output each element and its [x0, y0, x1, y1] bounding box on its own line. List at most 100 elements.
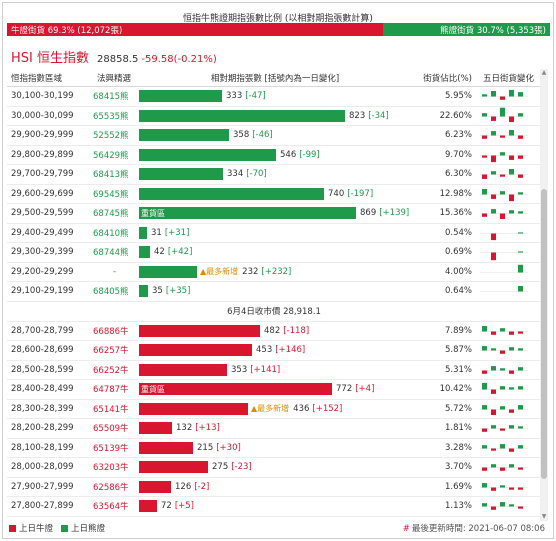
trend-bar: [482, 346, 487, 351]
table-row[interactable]: 29,200-29,299- ▲最多新增 232 [+232] 4.00%: [7, 263, 541, 282]
row-code-link[interactable]: 66257牛: [93, 346, 129, 357]
quantity-value: 275 [-23]: [212, 462, 252, 472]
table-row[interactable]: 29,300-29,399 68744熊 42 [+42] 0.69%: [7, 243, 541, 263]
row-code-link[interactable]: 69545熊: [93, 189, 129, 200]
row-range: 28,300-28,399: [11, 403, 74, 414]
close-price-separator: 6月4日收市價 28,918.1: [7, 302, 541, 322]
row-code-link[interactable]: 68413熊: [93, 170, 129, 181]
scroll-up-icon[interactable]: ▲: [541, 69, 547, 76]
trend-bar: [482, 444, 487, 448]
quantity-delta: [-118]: [283, 325, 310, 336]
row-range: 30,000-30,099: [11, 110, 74, 121]
five-day-trend: [476, 400, 541, 419]
quantity-bar: [139, 344, 252, 357]
trend-bar: [500, 367, 505, 370]
row-percent: 15.36%: [439, 208, 472, 219]
trend-bar: [509, 169, 514, 175]
distribution-table[interactable]: 恒指指數區域 法興精選 相對期指張數 [括號內為一日變化] 街貨佔比(%) 五日…: [7, 69, 550, 521]
table-row[interactable]: 30,000-30,099 65535熊 823 [-34] 22.60%: [7, 107, 541, 126]
vertical-scrollbar[interactable]: ▲ ▼: [540, 69, 548, 521]
row-range: 28,000-28,099: [11, 462, 74, 473]
quantity-number: 275: [212, 462, 229, 473]
table-row[interactable]: 28,500-28,599 66252牛 353 [+141] 5.31%: [7, 361, 541, 380]
quantity-delta: [-46]: [252, 130, 273, 141]
five-day-trend: [476, 126, 541, 145]
row-code-link[interactable]: 68745熊: [93, 209, 129, 220]
trend-bar: [482, 213, 487, 217]
table-row[interactable]: 28,400-28,499 64787牛 重貨區 772 [+4] 10.42%: [7, 380, 541, 400]
row-code-link[interactable]: 68405熊: [93, 287, 129, 298]
trend-bar: [518, 191, 523, 194]
trend-bar: [491, 487, 496, 491]
table-row[interactable]: 27,900-27,999 62586牛 126 [-2] 1.69%: [7, 478, 541, 497]
header-bar: 相對期指張數 [括號內為一日變化]: [210, 73, 340, 84]
quantity-bar: [139, 402, 248, 415]
table-row[interactable]: 29,100-29,199 68405熊 35 [+35] 0.64%: [7, 282, 541, 302]
table-row[interactable]: 28,200-28,299 65509牛 132 [+13] 1.81%: [7, 419, 541, 439]
row-code-link[interactable]: 65139牛: [93, 443, 129, 454]
row-percent: 22.60%: [439, 110, 472, 121]
row-bar-cell: 333 [-47]: [139, 87, 411, 106]
row-code-link[interactable]: 52552熊: [93, 131, 129, 142]
row-code-link[interactable]: 62586牛: [93, 482, 129, 493]
quantity-number: 353: [231, 364, 248, 375]
row-code-link[interactable]: 66886牛: [93, 326, 129, 337]
quantity-bar: [139, 226, 147, 239]
scroll-thumb[interactable]: [541, 189, 547, 479]
trend-sparkline: [480, 382, 528, 394]
trend-sparkline: [480, 130, 528, 139]
row-code-link[interactable]: 68415熊: [93, 92, 129, 103]
quantity-delta: [-23]: [231, 462, 252, 473]
row-code-link[interactable]: 63203牛: [93, 463, 129, 474]
trend-sparkline: [480, 251, 528, 261]
row-percent: 6.23%: [444, 130, 472, 141]
trend-bar: [482, 94, 487, 97]
row-code-link[interactable]: 63564牛: [93, 502, 129, 513]
table-row[interactable]: 29,800-29,899 56429熊 546 [-99] 9.70%: [7, 146, 541, 165]
most-new-label: 最多新增: [257, 404, 290, 414]
quantity-number: 31: [151, 227, 162, 238]
quantity-bar: [139, 461, 208, 474]
table-row[interactable]: 30,100-30,199 68415熊 333 [-47] 5.95%: [7, 87, 541, 107]
table-row[interactable]: 29,400-29,499 68410熊 31 [+31] 0.54%: [7, 224, 541, 243]
row-code-link[interactable]: 68410熊: [93, 228, 129, 239]
quantity-delta: [+13]: [195, 423, 220, 434]
five-day-trend: [476, 497, 541, 516]
row-code-link[interactable]: 64787牛: [93, 385, 129, 396]
scroll-down-icon[interactable]: ▼: [541, 513, 547, 520]
row-code-link[interactable]: 65141牛: [93, 404, 129, 415]
trend-sparkline: [480, 107, 528, 122]
row-percent: 0.64%: [444, 286, 472, 297]
table-row[interactable]: 28,000-28,099 63203牛 275 [-23] 3.70%: [7, 458, 541, 478]
table-row[interactable]: 29,500-29,599 68745熊 重貨區 869 [+139] 15.36%: [7, 204, 541, 224]
trend-bar: [491, 365, 496, 370]
table-row[interactable]: 28,700-28,799 66886牛 482 [-118] 7.89%: [7, 322, 541, 341]
row-code-link[interactable]: 65535熊: [93, 111, 129, 122]
row-code-link[interactable]: 68744熊: [93, 248, 129, 259]
trend-bar: [509, 409, 514, 413]
trend-sparkline: [480, 404, 528, 415]
row-bar-cell: 72 [+5]: [139, 497, 411, 516]
row-code-link[interactable]: 66252牛: [93, 365, 129, 376]
most-new-label: 最多新增: [206, 267, 239, 277]
trend-bar: [518, 444, 523, 448]
quantity-value: 482 [-118]: [264, 326, 309, 336]
row-code-link[interactable]: 56429熊: [93, 150, 129, 161]
table-row[interactable]: 28,100-28,199 65139牛 215 [+30] 3.28%: [7, 439, 541, 458]
quantity-value: 35 [+35]: [152, 286, 190, 296]
row-percent: 0.69%: [444, 247, 472, 258]
table-row[interactable]: 28,600-28,699 66257牛 453 [+146] 5.87%: [7, 341, 541, 361]
row-range: 28,400-28,499: [11, 384, 74, 395]
table-row[interactable]: 29,900-29,999 52552熊 358 [-46] 6.23%: [7, 126, 541, 146]
up-triangle-icon: ▲: [251, 404, 258, 414]
trend-bar: [500, 405, 505, 409]
table-row[interactable]: 28,300-28,399 65141牛 ▲最多新增 436 [+152] 5.72%: [7, 400, 541, 419]
row-bar-cell: 740 [-197]: [139, 185, 411, 204]
quantity-number: 35: [152, 286, 163, 297]
trend-bar: [509, 387, 514, 390]
table-row[interactable]: 27,800-27,899 63564牛 72 [+5] 1.13%: [7, 497, 541, 517]
table-row[interactable]: 29,600-29,699 69545熊 740 [-197] 12.98%: [7, 185, 541, 204]
table-row[interactable]: 29,700-29,799 68413熊 334 [-70] 6.30%: [7, 165, 541, 185]
quantity-number: 42: [154, 247, 165, 258]
row-code-link[interactable]: 65509牛: [93, 424, 129, 435]
